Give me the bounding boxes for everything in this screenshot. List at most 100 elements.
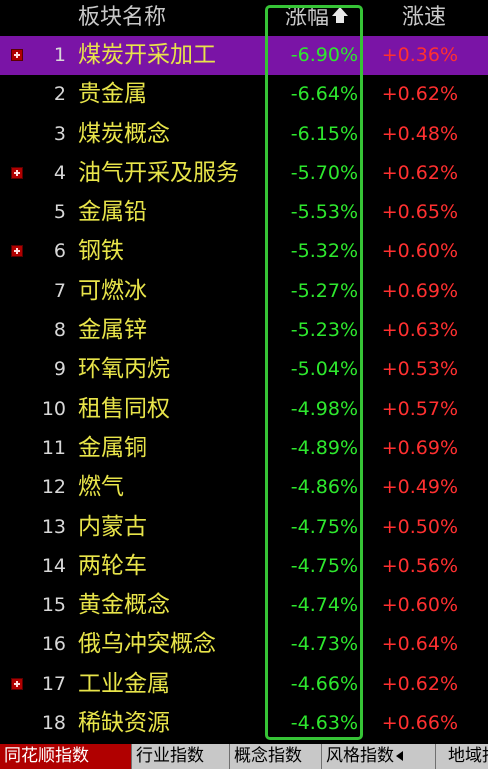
row-index: 14 xyxy=(41,554,66,577)
row-index: 7 xyxy=(53,279,66,302)
sector-name: 俄乌冲突概念 xyxy=(78,631,216,658)
sector-name: 租售同权 xyxy=(78,395,170,422)
sector-name: 黄金概念 xyxy=(78,592,170,619)
speed-percent: +0.60% xyxy=(381,240,458,263)
table-row[interactable]: 2 贵金属 -6.64% +0.62% xyxy=(0,75,488,114)
tab-index-category[interactable]: 行业指数 xyxy=(132,744,230,769)
table-row[interactable]: 6 钢铁 -5.32% +0.60% xyxy=(0,232,488,271)
sector-name: 燃气 xyxy=(78,474,124,501)
table-row[interactable]: 8 金属锌 -5.23% +0.63% xyxy=(0,311,488,350)
speed-percent: +0.69% xyxy=(381,279,458,302)
tab-index-category[interactable]: 同花顺指数 xyxy=(0,744,132,769)
speed-percent: +0.49% xyxy=(381,476,458,499)
tab-label: 同花顺指数 xyxy=(4,746,89,766)
row-index: 15 xyxy=(41,594,66,617)
row-index: 3 xyxy=(53,122,66,145)
change-percent: -5.27% xyxy=(290,279,358,302)
speed-percent: +0.57% xyxy=(381,397,458,420)
change-percent: -4.74% xyxy=(290,594,358,617)
row-index: 4 xyxy=(53,161,66,184)
expand-plus-icon[interactable] xyxy=(11,245,23,258)
tab-scroll-left-icon[interactable] xyxy=(396,751,403,761)
row-index: 11 xyxy=(41,436,66,459)
row-index: 9 xyxy=(53,358,66,381)
row-index: 17 xyxy=(41,672,66,695)
row-index: 8 xyxy=(53,319,66,342)
table-row[interactable]: 16 俄乌冲突概念 -4.73% +0.64% xyxy=(0,625,488,664)
table-row[interactable]: 1 煤炭开采加工 -6.90% +0.36% xyxy=(0,36,488,76)
change-percent: -6.15% xyxy=(290,122,358,145)
change-percent: -5.70% xyxy=(290,161,358,184)
speed-percent: +0.53% xyxy=(381,358,458,381)
sector-name: 油气开采及服务 xyxy=(78,159,239,186)
speed-percent: +0.63% xyxy=(381,319,458,342)
row-index: 5 xyxy=(53,201,66,224)
index-category-tabs: 同花顺指数 行业指数 概念指数 风格指数 地域指数 xyxy=(0,744,488,769)
change-percent: -4.98% xyxy=(290,397,358,420)
sector-name: 稀缺资源 xyxy=(78,710,170,737)
table-row[interactable]: 4 油气开采及服务 -5.70% +0.62% xyxy=(0,154,488,193)
speed-percent: +0.50% xyxy=(381,515,458,538)
expand-plus-icon[interactable] xyxy=(11,677,23,690)
table-row[interactable]: 11 金属铜 -4.89% +0.69% xyxy=(0,429,488,468)
table-row[interactable]: 13 内蒙古 -4.75% +0.50% xyxy=(0,508,488,547)
table-row[interactable]: 18 稀缺资源 -4.63% +0.66% xyxy=(0,704,488,743)
tab-label: 行业指数 xyxy=(136,746,204,766)
tab-index-category[interactable]: 概念指数 xyxy=(230,744,322,769)
speed-percent: +0.60% xyxy=(381,594,458,617)
tab-label: 概念指数 xyxy=(234,746,302,766)
table-row[interactable]: 15 黄金概念 -4.74% +0.60% xyxy=(0,586,488,625)
speed-percent: +0.62% xyxy=(381,83,458,106)
table-row[interactable]: 7 可燃冰 -5.27% +0.69% xyxy=(0,272,488,311)
row-index: 16 xyxy=(41,633,66,656)
tab-label: 地域指数 xyxy=(448,746,488,766)
speed-percent: +0.66% xyxy=(381,712,458,735)
sector-name: 两轮车 xyxy=(78,552,147,579)
table-row[interactable]: 5 金属铅 -5.53% +0.65% xyxy=(0,193,488,232)
table-row[interactable]: 9 环氧丙烷 -5.04% +0.53% xyxy=(0,350,488,389)
column-header-name[interactable]: 板块名称 xyxy=(78,5,167,30)
speed-percent: +0.48% xyxy=(381,122,458,145)
change-percent: -5.53% xyxy=(290,201,358,224)
change-percent: -4.63% xyxy=(290,712,358,735)
tab-index-category[interactable]: 风格指数 xyxy=(322,744,436,769)
column-header-change[interactable]: 涨幅 xyxy=(285,0,349,36)
column-header-change-label: 涨幅 xyxy=(285,5,330,30)
tab-index-category[interactable]: 地域指数 xyxy=(444,744,488,769)
sort-ascending-arrow-icon xyxy=(331,7,349,25)
row-index: 13 xyxy=(41,515,66,538)
speed-percent: +0.56% xyxy=(381,554,458,577)
speed-percent: +0.36% xyxy=(381,44,458,66)
speed-percent: +0.64% xyxy=(381,633,458,656)
column-header-speed[interactable]: 涨速 xyxy=(402,5,447,30)
row-index: 6 xyxy=(53,240,66,263)
change-percent: -6.64% xyxy=(290,83,358,106)
table-row[interactable]: 12 燃气 -4.86% +0.49% xyxy=(0,468,488,507)
speed-percent: +0.65% xyxy=(381,201,458,224)
expand-plus-icon[interactable] xyxy=(11,49,23,61)
change-percent: -4.73% xyxy=(290,633,358,656)
change-percent: -6.90% xyxy=(290,44,358,66)
speed-percent: +0.69% xyxy=(381,436,458,459)
row-index: 12 xyxy=(41,476,66,499)
table-row[interactable]: 17 工业金属 -4.66% +0.62% xyxy=(0,665,488,704)
table-row[interactable]: 3 煤炭概念 -6.15% +0.48% xyxy=(0,115,488,154)
sector-name: 环氧丙烷 xyxy=(78,356,170,383)
sector-name: 内蒙古 xyxy=(78,513,147,540)
table-row[interactable]: 10 租售同权 -4.98% +0.57% xyxy=(0,390,488,429)
change-percent: -4.75% xyxy=(290,515,358,538)
expand-plus-icon[interactable] xyxy=(11,166,23,179)
change-percent: -5.32% xyxy=(290,240,358,263)
speed-percent: +0.62% xyxy=(381,672,458,695)
row-index: 10 xyxy=(41,397,66,420)
row-index: 18 xyxy=(41,712,66,735)
change-percent: -4.66% xyxy=(290,672,358,695)
table-row[interactable]: 14 两轮车 -4.75% +0.56% xyxy=(0,547,488,586)
change-percent: -4.75% xyxy=(290,554,358,577)
tab-label: 风格指数 xyxy=(326,746,394,766)
sector-name: 金属铅 xyxy=(78,199,147,226)
sector-name: 金属锌 xyxy=(78,317,147,344)
change-percent: -4.89% xyxy=(290,436,358,459)
change-percent: -4.86% xyxy=(290,476,358,499)
